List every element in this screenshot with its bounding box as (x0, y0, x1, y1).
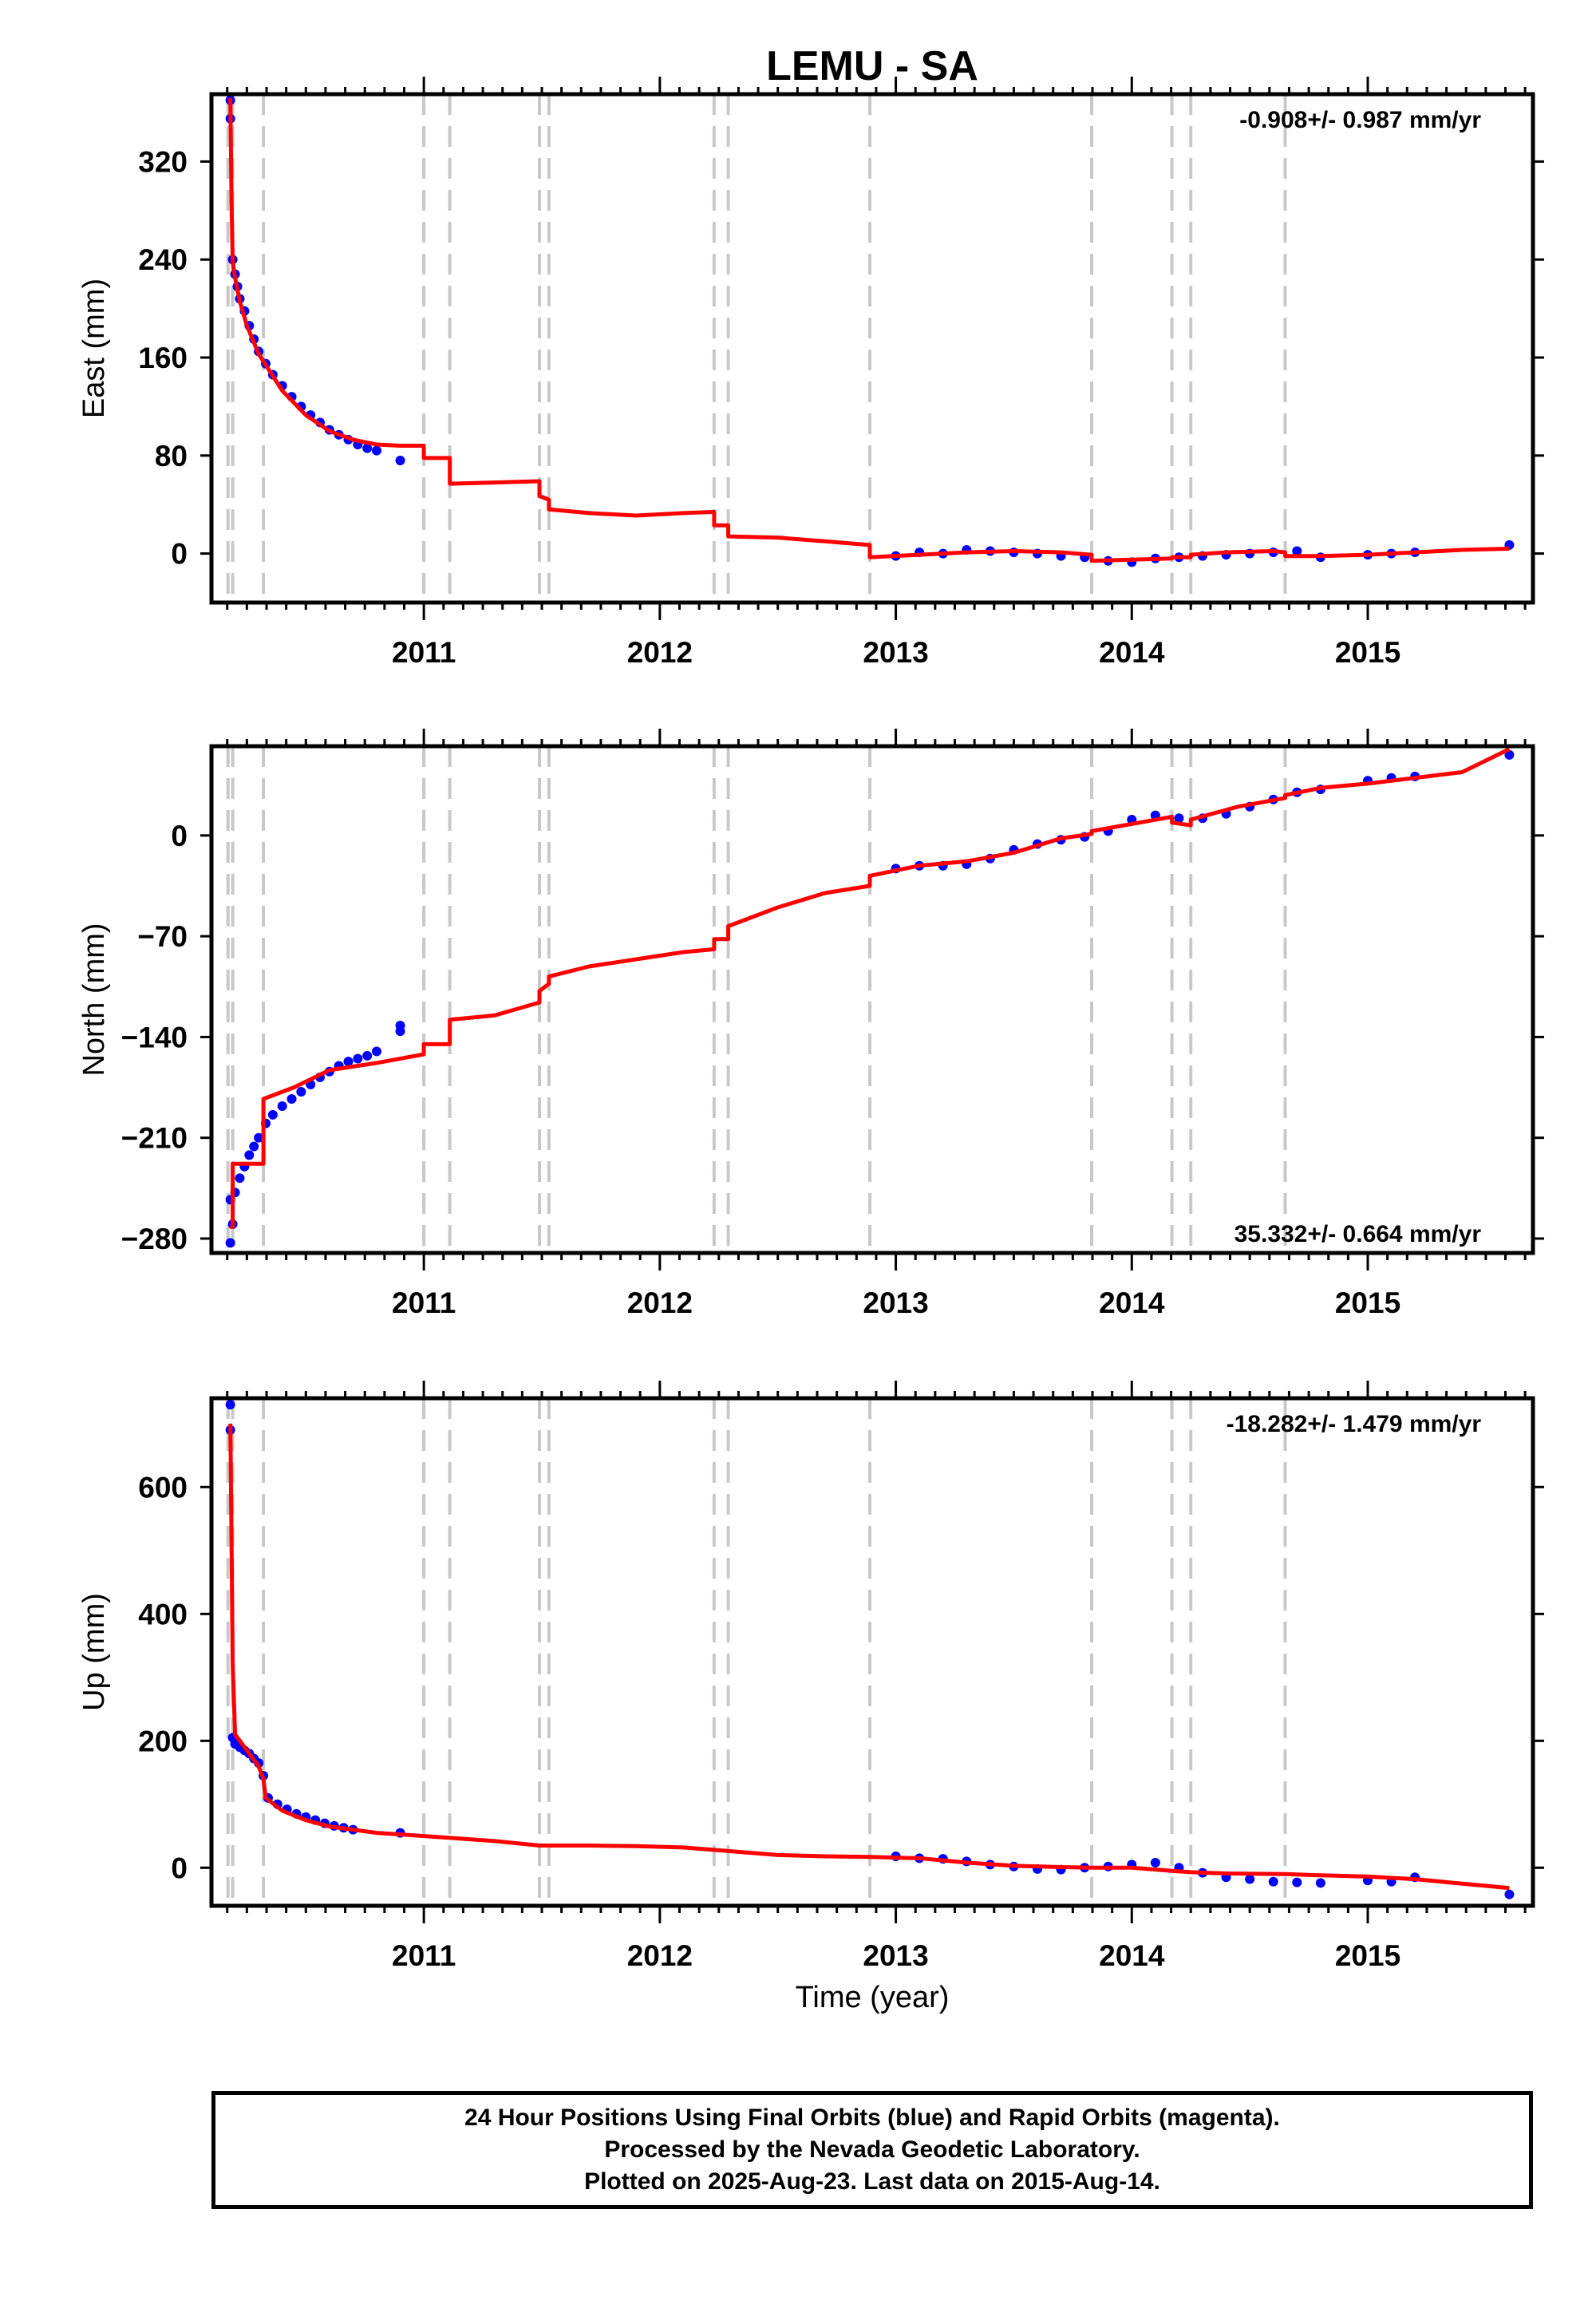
y-tick-label: 0 (171, 1852, 188, 1884)
footer-line-processor: Processed by the Nevada Geodetic Laborat… (604, 2136, 1140, 2163)
x-tick-label: 2014 (1099, 1286, 1165, 1319)
data-point (249, 1141, 259, 1152)
footer-box: 24 Hour Positions Using Final Orbits (bl… (211, 2091, 1533, 2209)
y-tick-label: 0 (171, 820, 188, 852)
y-tick-label: 320 (138, 145, 188, 178)
y-tick-label: −70 (137, 920, 188, 953)
model-line (230, 747, 1511, 1229)
offset-lines (226, 94, 1287, 603)
x-axis-title: Time (year) (796, 1981, 950, 2014)
data-point (353, 1053, 363, 1064)
offset-lines (226, 1398, 1287, 1906)
y-tick-label: −280 (121, 1223, 188, 1255)
x-tick-label: 2011 (392, 1939, 456, 1972)
y-tick-label: 80 (155, 440, 188, 472)
data-point (362, 443, 373, 453)
panel-frame (209, 92, 1535, 605)
y-tick-label: 200 (138, 1725, 188, 1757)
panel-up: 0 200 400 600 2011 2012 2013 2014 2015 Up (mm) -18… (77, 1381, 1544, 1972)
x-tick-label: 2012 (627, 1939, 693, 1972)
y-axis-title: East (mm) (77, 279, 111, 418)
data-point (225, 1399, 235, 1409)
panel-north: −280 −210 −140 −70 0 2011 2012 2013 2014 2015 Nort… (77, 729, 1544, 1319)
data-point (267, 1109, 278, 1120)
chart-panels: 0 80 160 240 320 2011 2012 2013 2014 2015 East (mm… (77, 77, 1544, 1972)
data-point (1150, 1857, 1160, 1867)
data-point (395, 455, 405, 465)
y-tick-label: 600 (138, 1471, 188, 1504)
x-tick-label: 2013 (863, 1939, 928, 1972)
rate-label: -18.282+/- 1.479 mm/yr (1227, 1411, 1482, 1437)
x-tick-label: 2011 (392, 1286, 456, 1319)
data-point (372, 445, 381, 456)
data-point (1292, 1877, 1302, 1887)
data-point (254, 1132, 264, 1143)
rate-label: -0.908+/- 0.987 mm/yr (1239, 107, 1481, 133)
data-point (286, 1093, 297, 1104)
data-point (1268, 1876, 1278, 1887)
data-point (277, 1101, 287, 1111)
offset-lines (226, 746, 1287, 1253)
chart-title: LEMU - SA (766, 43, 978, 89)
panel-frame (209, 1396, 1535, 1908)
y-tick-label: −140 (121, 1021, 188, 1053)
data-point (1292, 546, 1302, 556)
panel-frame (209, 744, 1535, 1255)
data-point (362, 1050, 373, 1061)
y-tick-label: 160 (138, 342, 188, 374)
x-tick-label: 2014 (1099, 636, 1165, 669)
footer-line-dates: Plotted on 2025-Aug-23. Last data on 201… (584, 2168, 1160, 2195)
data-point (296, 1086, 306, 1097)
model-line (228, 97, 1510, 563)
y-axis-title: North (mm) (77, 923, 111, 1076)
x-tick-label: 2012 (627, 636, 693, 669)
data-point (244, 1150, 255, 1160)
data-point (395, 1026, 405, 1037)
footer-line-orbits: 24 Hour Positions Using Final Orbits (bl… (464, 2105, 1280, 2131)
y-axis-title: Up (mm) (77, 1593, 111, 1711)
y-tick-label: −210 (121, 1122, 188, 1155)
rate-label: 35.332+/- 0.664 mm/yr (1235, 1221, 1482, 1247)
data-point (235, 1173, 245, 1184)
y-tick-label: 240 (138, 243, 188, 276)
x-tick-label: 2013 (863, 636, 928, 669)
data-point (225, 1238, 235, 1248)
panel-east: 0 80 160 240 320 2011 2012 2013 2014 2015 East (mm… (77, 77, 1544, 669)
data-point (1174, 813, 1184, 824)
y-tick-label: 400 (138, 1598, 188, 1630)
data-point (1504, 1889, 1515, 1899)
x-tick-label: 2012 (627, 1286, 693, 1319)
x-tick-label: 2011 (392, 636, 456, 669)
data-point (1315, 1878, 1325, 1888)
data-point (372, 1046, 381, 1057)
x-tick-label: 2015 (1335, 1939, 1400, 1972)
model-line (228, 1423, 1510, 1891)
data-point (1245, 1874, 1255, 1884)
x-tick-label: 2013 (863, 1286, 928, 1319)
x-tick-label: 2015 (1335, 636, 1400, 669)
x-tick-label: 2015 (1335, 1286, 1400, 1319)
y-tick-label: 0 (171, 538, 188, 571)
x-tick-label: 2014 (1099, 1939, 1165, 1972)
data-point (343, 1057, 354, 1067)
